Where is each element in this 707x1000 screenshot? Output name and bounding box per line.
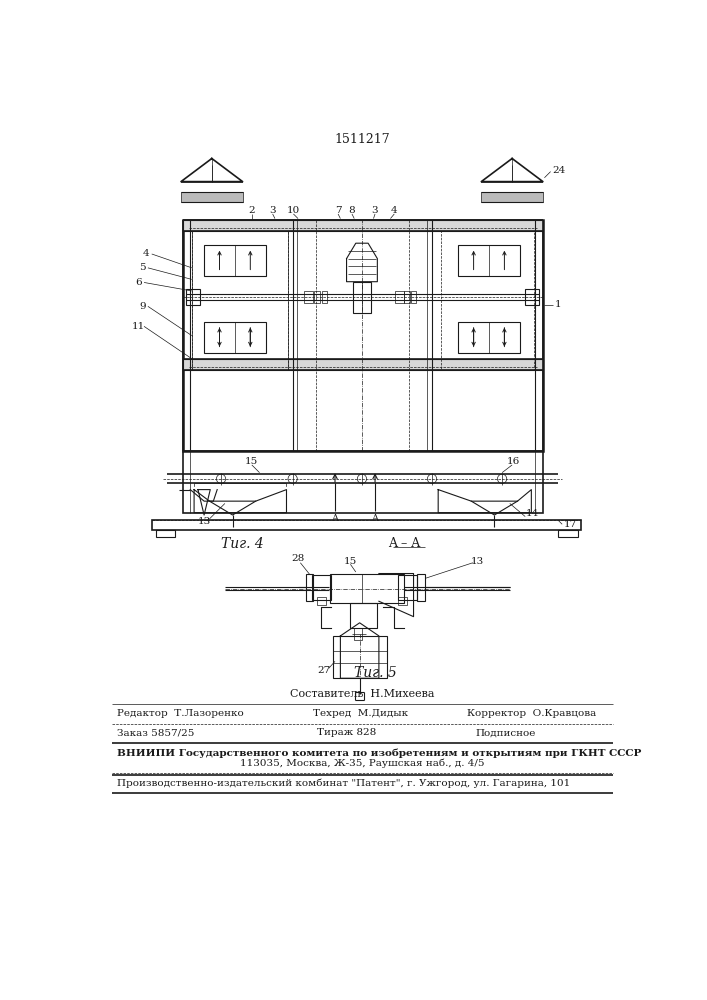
- Bar: [525, 289, 539, 305]
- Text: 1511217: 1511217: [335, 133, 390, 146]
- Text: 1: 1: [554, 300, 561, 309]
- Text: A: A: [332, 514, 339, 523]
- Text: Корректор  О.Кравцова: Корректор О.Кравцова: [467, 709, 597, 718]
- Bar: [192, 231, 288, 370]
- Bar: [404, 291, 411, 303]
- Text: 24: 24: [552, 166, 566, 175]
- Text: 5: 5: [139, 263, 146, 272]
- Text: 7: 7: [335, 206, 341, 215]
- Bar: [314, 291, 320, 303]
- Bar: [182, 451, 543, 513]
- Text: A – A: A – A: [388, 537, 421, 550]
- Text: Составитель  Н.Михеева: Составитель Н.Михеева: [291, 689, 435, 699]
- Text: 9: 9: [139, 302, 146, 311]
- Bar: [330, 574, 404, 603]
- Text: 113035, Москва, Ж-35, Раушская наб., д. 4/5: 113035, Москва, Ж-35, Раушская наб., д. …: [240, 759, 485, 768]
- Text: 17: 17: [563, 520, 577, 529]
- Text: 15: 15: [344, 557, 357, 566]
- Text: A: A: [372, 514, 378, 523]
- Text: 6: 6: [135, 278, 142, 287]
- Bar: [333, 636, 387, 678]
- Text: 4: 4: [391, 206, 397, 215]
- Bar: [417, 574, 425, 601]
- Bar: [441, 231, 534, 370]
- Bar: [354, 628, 362, 640]
- Bar: [398, 597, 407, 605]
- Bar: [182, 359, 543, 370]
- Bar: [182, 220, 543, 451]
- Text: 11: 11: [132, 322, 145, 331]
- Text: 3: 3: [269, 206, 276, 215]
- Text: 14: 14: [526, 509, 539, 518]
- Text: 28: 28: [291, 554, 305, 563]
- Text: 8: 8: [349, 206, 355, 215]
- Text: Τиг. 5: Τиг. 5: [354, 666, 397, 680]
- Bar: [559, 530, 578, 537]
- Bar: [458, 322, 520, 353]
- Bar: [182, 220, 543, 231]
- Bar: [192, 231, 288, 370]
- Bar: [317, 597, 326, 605]
- Bar: [312, 575, 331, 600]
- Text: 27: 27: [317, 666, 330, 675]
- Bar: [152, 520, 581, 530]
- Bar: [187, 289, 200, 305]
- Text: 13: 13: [471, 557, 484, 566]
- Bar: [304, 291, 313, 303]
- Bar: [156, 530, 175, 537]
- Text: Заказ 5857/25: Заказ 5857/25: [117, 728, 194, 737]
- Bar: [353, 282, 371, 312]
- Bar: [395, 291, 404, 303]
- Text: Производственно-издательский комбинат "Патент", г. Ужгород, ул. Гагарина, 101: Производственно-издательский комбинат "П…: [117, 778, 571, 788]
- Text: Техред  М.Дидык: Техред М.Дидык: [313, 709, 409, 718]
- Text: 13: 13: [197, 517, 211, 526]
- Text: 16: 16: [507, 457, 520, 466]
- Text: 2: 2: [249, 206, 255, 215]
- Bar: [351, 603, 378, 628]
- Bar: [181, 192, 243, 202]
- Text: Тираж 828: Тираж 828: [317, 728, 377, 737]
- Bar: [305, 574, 313, 601]
- Bar: [322, 291, 327, 303]
- Text: 15: 15: [245, 457, 259, 466]
- Bar: [204, 322, 266, 353]
- Text: ВНИИПИ Государственного комитета по изобретениям и открытиям при ГКНТ СССР: ВНИИПИ Государственного комитета по изоб…: [117, 748, 641, 758]
- Text: 4: 4: [143, 249, 150, 258]
- Text: Редактор  Т.Лазоренко: Редактор Т.Лазоренко: [117, 709, 244, 718]
- Bar: [204, 245, 266, 276]
- Bar: [411, 291, 416, 303]
- Bar: [458, 245, 520, 276]
- Bar: [481, 192, 543, 202]
- Text: Подписное: Подписное: [475, 728, 535, 737]
- Bar: [398, 575, 417, 600]
- Text: 3: 3: [372, 206, 378, 215]
- Text: 10: 10: [287, 206, 300, 215]
- Text: Τиг. 4: Τиг. 4: [221, 536, 264, 550]
